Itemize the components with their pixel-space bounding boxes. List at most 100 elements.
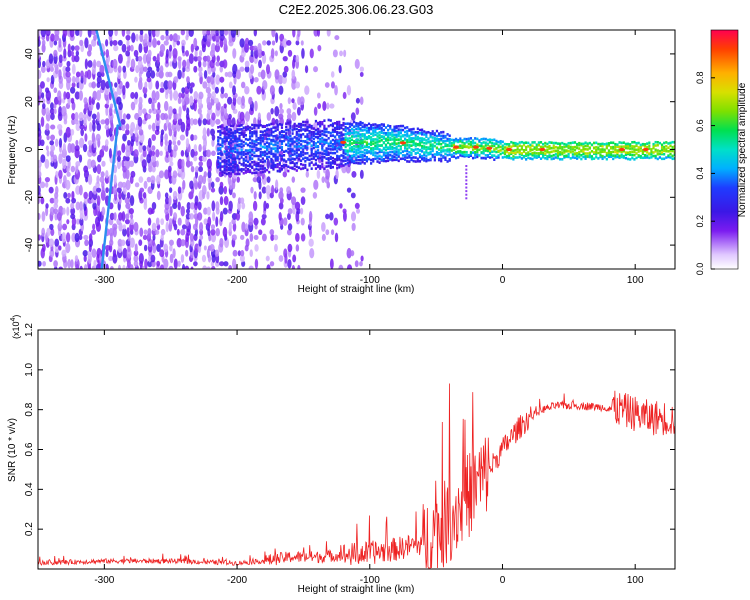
spectrogram-cell xyxy=(637,150,640,153)
spectrogram-cell xyxy=(186,76,190,84)
spectrogram-cell xyxy=(354,58,360,69)
spectrogram-cell xyxy=(270,149,273,153)
spectrogram-cell xyxy=(249,233,254,242)
spectrogram-cell xyxy=(299,162,303,166)
spectrogram-cell xyxy=(654,140,657,144)
spectrogram-cell xyxy=(331,122,335,126)
spectrogram-cell xyxy=(265,185,271,196)
spectrogram-cell xyxy=(304,156,307,160)
spectrogram-cell xyxy=(442,146,445,149)
spectrogram-cell xyxy=(663,141,666,145)
spectrogram-cell xyxy=(261,136,264,140)
spectrogram-cell xyxy=(121,143,126,153)
spectrogram-cell xyxy=(387,128,390,132)
spectrogram-cell xyxy=(289,124,292,128)
spectrogram-cell xyxy=(355,122,358,125)
spectrogram-cell xyxy=(50,102,54,110)
spectrogram-cell xyxy=(323,133,326,137)
spectrogram-cell xyxy=(346,247,352,259)
spectrogram-cell xyxy=(648,147,651,150)
spectrogram-cell xyxy=(297,138,301,141)
spectrogram-cell xyxy=(471,145,475,148)
spectrogram-cell xyxy=(40,116,45,128)
spectrogram-cell xyxy=(289,143,292,146)
spectrogram-cell xyxy=(650,150,653,154)
spectrogram-cell xyxy=(656,152,659,155)
spectrogram-cell xyxy=(276,136,279,140)
spectrogram-cell xyxy=(559,153,562,156)
spectrogram-cell xyxy=(185,249,189,257)
spectrogram-cell xyxy=(142,149,147,158)
spectrogram-cell xyxy=(259,164,262,168)
spectrogram-cell xyxy=(163,113,169,120)
spectrogram-cell xyxy=(280,145,284,149)
spectrogram-cell xyxy=(323,167,326,170)
spectrogram-cell xyxy=(357,138,360,141)
spectrogram-cell xyxy=(431,155,434,159)
spectrogram-cell xyxy=(325,147,328,150)
spectrogram-cell xyxy=(291,166,294,170)
spectrogram-cell xyxy=(401,157,405,160)
spectrogram-cell xyxy=(314,119,318,123)
spectrogram-cell xyxy=(597,157,600,160)
spectrogram-cell xyxy=(219,261,225,267)
spectrogram-cell xyxy=(370,136,373,139)
spectrogram-cell xyxy=(410,158,413,162)
spectrogram-cell xyxy=(401,134,405,137)
spectrogram-cell xyxy=(671,154,674,158)
spectrogram-cell xyxy=(603,143,606,146)
spectrogram-cell xyxy=(582,142,585,146)
spectrogram-cell xyxy=(573,152,577,155)
spectrogram-cell xyxy=(206,33,213,42)
spectrogram-cell xyxy=(223,185,228,195)
spectrogram-cell xyxy=(224,71,229,77)
spectrogram-cell xyxy=(259,171,262,174)
spectrogram-cell xyxy=(499,149,502,152)
spectrogram-cell xyxy=(198,91,204,100)
spectrogram-cell xyxy=(122,247,128,259)
spectrogram-cell xyxy=(350,131,354,135)
spectrogram-cell xyxy=(575,152,579,155)
spectrogram-cell xyxy=(559,146,562,150)
spectrogram-cell xyxy=(614,150,617,154)
spectrogram-cell xyxy=(457,140,460,144)
spectrogram-cell xyxy=(188,213,195,220)
spectrogram-cell xyxy=(304,166,307,170)
spectrogram-cell xyxy=(247,39,254,47)
spectrogram-cell xyxy=(83,191,88,200)
spectrogram-cell xyxy=(199,75,203,85)
spectrogram-cell xyxy=(607,149,611,152)
spectrogram-cell xyxy=(327,118,330,122)
spectrogram-cell xyxy=(397,124,400,128)
spectrogram-cell xyxy=(488,138,492,142)
spectrogram-cell xyxy=(325,127,328,131)
spectrogram-cell xyxy=(177,69,182,80)
spectrogram-cell xyxy=(78,111,84,122)
spectrogram-cell xyxy=(448,150,451,153)
spectrogram-cell xyxy=(278,146,281,149)
spectrogram-cell xyxy=(399,128,402,132)
spectrogram-cell xyxy=(41,106,47,116)
spectrogram-cell xyxy=(223,164,226,168)
spectrogram-cell xyxy=(249,54,255,63)
spectrogram-cell xyxy=(282,150,286,153)
spectrogram-cell xyxy=(185,50,190,57)
spectrogram-cell xyxy=(544,144,547,148)
spectrogram-cell xyxy=(49,249,55,258)
spectrogram-cell xyxy=(631,145,634,148)
spectrogram-cell xyxy=(214,249,220,257)
spectrogram-cell xyxy=(280,164,284,168)
spectrogram-cell xyxy=(522,149,526,152)
spectrogram-cell xyxy=(276,125,279,128)
spectrogram-cell xyxy=(370,140,373,144)
spectrogram-cell xyxy=(346,264,353,269)
spectrogram-cell xyxy=(525,148,528,152)
spectrogram-cell xyxy=(246,143,250,147)
spectrogram-cell xyxy=(389,124,392,128)
spectrogram-cell xyxy=(359,127,362,130)
spectrogram-cell xyxy=(257,147,260,151)
spectrogram-cell xyxy=(180,239,186,247)
spectrogram-cell xyxy=(408,155,411,159)
spectrogram-cell xyxy=(342,211,347,222)
spectrogram-cell xyxy=(38,69,42,80)
